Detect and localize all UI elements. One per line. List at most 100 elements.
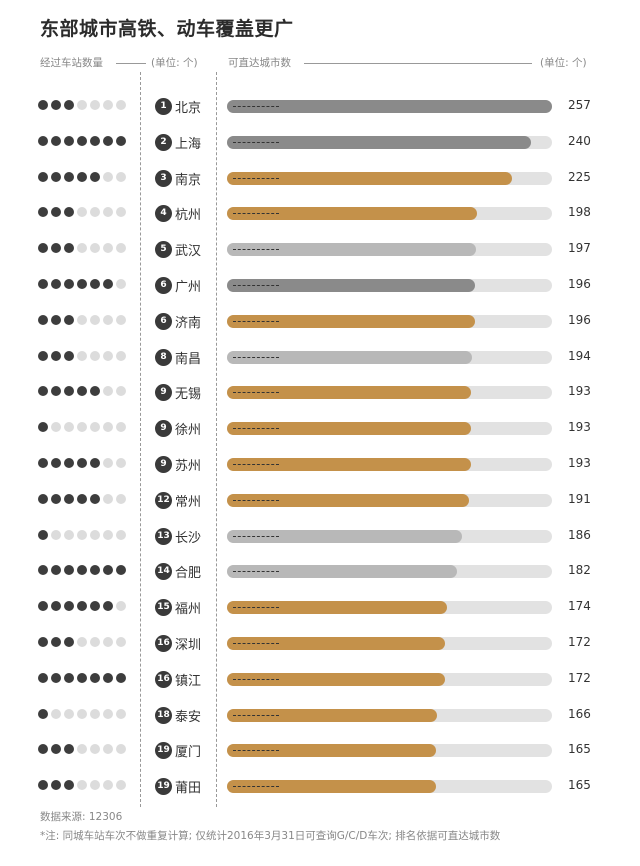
chart-row: 18 泰安 166 xyxy=(0,698,640,734)
station-dot-empty xyxy=(64,529,74,540)
station-dots xyxy=(38,314,126,325)
station-dot-empty xyxy=(116,386,126,397)
station-dot-filled xyxy=(51,386,61,397)
station-dot-filled xyxy=(90,279,100,289)
station-dot-empty xyxy=(77,744,87,755)
bar-track xyxy=(227,422,552,436)
station-dots xyxy=(38,350,126,361)
station-dot-empty xyxy=(103,207,113,218)
station-dot-empty xyxy=(90,350,100,361)
station-dot-empty xyxy=(90,780,100,791)
chart-row: 3 南京 225 xyxy=(0,161,640,197)
bar-track xyxy=(227,279,552,292)
chart-row: 19 莆田 165 xyxy=(0,769,640,805)
station-dot-empty xyxy=(116,243,126,254)
station-dot-filled xyxy=(64,386,74,397)
station-dot-empty xyxy=(103,744,113,755)
station-dot-filled xyxy=(64,744,74,755)
station-dots xyxy=(38,565,126,576)
station-dot-filled xyxy=(77,672,87,683)
station-dot-filled xyxy=(64,458,74,468)
rank-badge: 19 xyxy=(155,742,172,760)
value-label: 172 xyxy=(568,635,591,649)
city-label: 镇江 xyxy=(175,673,202,689)
value-label: 165 xyxy=(568,778,591,793)
station-dot-empty xyxy=(77,314,87,325)
station-dot-filled xyxy=(103,279,113,289)
station-dots xyxy=(38,279,126,289)
value-label: 193 xyxy=(568,456,591,470)
station-dots xyxy=(38,708,126,719)
value-label: 186 xyxy=(568,527,591,542)
station-dot-filled xyxy=(38,780,48,791)
station-dot-empty xyxy=(103,243,113,254)
bar-track xyxy=(227,458,552,471)
station-dot-filled xyxy=(77,601,87,612)
station-dot-filled xyxy=(90,672,100,683)
city-label: 济南 xyxy=(175,315,202,331)
station-dot-filled xyxy=(64,135,74,146)
station-dot-filled xyxy=(38,135,48,146)
station-dot-empty xyxy=(103,422,113,433)
station-dot-empty xyxy=(103,493,113,504)
station-dot-filled xyxy=(116,672,126,683)
station-dot-empty xyxy=(116,350,126,361)
chart-row: 13 长沙 186 xyxy=(0,519,640,555)
divider-left xyxy=(140,72,141,807)
station-dot-filled xyxy=(64,565,74,576)
rank-badge: 19 xyxy=(155,778,172,796)
station-dots xyxy=(38,493,126,504)
station-dot-empty xyxy=(51,708,61,719)
station-dot-filled xyxy=(51,135,61,146)
bar xyxy=(227,207,478,221)
station-dot-filled xyxy=(38,708,48,719)
rank-badge: 4 xyxy=(155,205,172,223)
city-label: 长沙 xyxy=(175,530,202,546)
station-dot-filled xyxy=(51,780,61,791)
chart-row: 1 北京 257 xyxy=(0,89,640,125)
chart-row: 12 常州 191 xyxy=(0,483,640,519)
value-label: 196 xyxy=(568,277,591,291)
station-dot-filled xyxy=(38,243,48,254)
station-dot-filled xyxy=(90,493,100,504)
station-dot-filled xyxy=(64,350,74,361)
station-dots xyxy=(38,207,126,218)
station-dot-filled xyxy=(51,243,61,254)
chart-row: 16 深圳 172 xyxy=(0,626,640,662)
rank-badge: 6 xyxy=(155,277,172,294)
station-dot-empty xyxy=(90,314,100,325)
station-dot-empty xyxy=(116,279,126,289)
bar xyxy=(227,672,445,686)
value-label: 198 xyxy=(568,205,591,220)
footnote: *注: 同城车站车次不做重复计算; 仅统计2016年3月31日可查询G/C/D车… xyxy=(40,830,501,842)
divider-right xyxy=(216,72,217,807)
station-dot-empty xyxy=(64,422,74,433)
bar-track xyxy=(227,565,552,579)
bar-track xyxy=(227,529,552,543)
city-label: 深圳 xyxy=(175,638,202,653)
station-dot-filled xyxy=(51,100,61,110)
value-label: 165 xyxy=(568,742,591,757)
station-dot-filled xyxy=(77,171,87,182)
station-dot-empty xyxy=(51,529,61,540)
rank-badge: 2 xyxy=(155,133,172,151)
source-note: 数据来源: 12306 xyxy=(40,811,123,823)
station-dot-filled xyxy=(38,279,48,289)
station-dot-filled xyxy=(38,744,48,755)
station-dot-empty xyxy=(64,708,74,719)
bar-track xyxy=(227,171,552,185)
city-label: 杭州 xyxy=(175,208,202,224)
station-dot-filled xyxy=(51,314,61,325)
bar xyxy=(227,171,512,185)
bar-track xyxy=(227,100,552,113)
station-dot-filled xyxy=(64,207,74,218)
city-label: 泰安 xyxy=(175,709,202,725)
station-dot-empty xyxy=(77,350,87,361)
station-dot-filled xyxy=(90,601,100,612)
chart-row: 14 合肥 182 xyxy=(0,554,640,590)
cities-header-label: 可直达城市数 xyxy=(228,57,291,69)
station-dot-empty xyxy=(116,529,126,540)
bar-track xyxy=(227,780,552,794)
station-dot-filled xyxy=(38,637,48,647)
station-dot-filled xyxy=(51,350,61,361)
